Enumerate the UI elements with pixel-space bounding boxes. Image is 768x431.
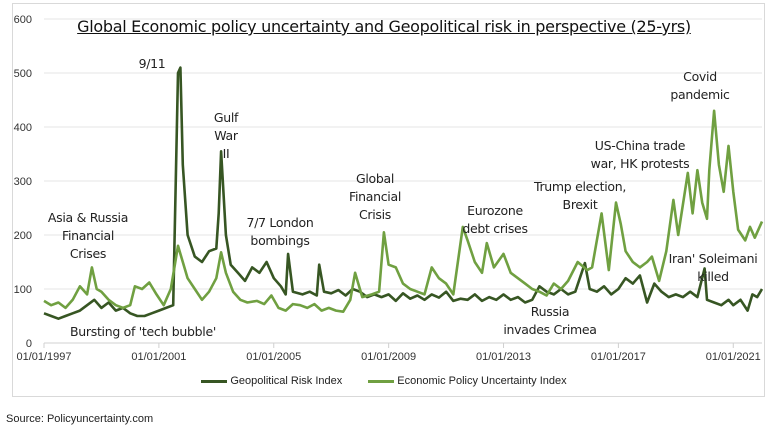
chart-annotation: US-China trade war, HK protests [591, 137, 690, 173]
legend: Geopolitical Risk Index Economic Policy … [0, 375, 768, 387]
chart-annotation: Russia invades Crimea [503, 303, 597, 339]
annotation-line: Financial [61, 228, 115, 243]
legend-item-geopolitical-risk: Geopolitical Risk Index [201, 375, 342, 387]
chart-annotation: Iran' Soleimani killed [669, 250, 758, 286]
chart-annotation: Eurozone debt crises [462, 202, 528, 238]
source-note: Source: Policyuncertainty.com [6, 413, 154, 425]
annotation-line: II [222, 146, 230, 161]
annotation-line: invades Crimea [503, 322, 597, 337]
legend-item-economic-policy-uncertainty: Economic Policy Uncertainty Index [368, 375, 567, 387]
chart-annotation: Global Financial Crisis [349, 170, 401, 224]
x-tick-label: 01/01/2021 [706, 351, 761, 363]
y-tick-label: 300 [14, 176, 32, 188]
chart-annotation: 7/7 London bombings [247, 214, 314, 250]
annotation-line: War [214, 128, 238, 143]
chart-annotation: Gulf War II [213, 109, 239, 163]
annotation-line: 7/7 London [246, 215, 314, 230]
chart-annotation: Trump election, Brexit [534, 178, 626, 214]
annotation-line: Russia [530, 304, 570, 319]
annotation-line: Iran' Soleimani [668, 251, 758, 266]
annotation-line: Financial [348, 189, 402, 204]
y-tick-label: 600 [14, 14, 32, 26]
series-line-1 [43, 109, 764, 313]
annotation-line: Eurozone [467, 203, 523, 218]
legend-label: Geopolitical Risk Index [230, 375, 343, 387]
chart-frame [12, 3, 765, 397]
legend-label: Economic Policy Uncertainty Index [397, 375, 567, 387]
legend-swatch [201, 379, 228, 383]
annotation-line: Global [355, 171, 395, 186]
annotation-line: Gulf [213, 110, 239, 125]
annotation-line: Brexit [562, 197, 598, 212]
series-line-0 [43, 66, 764, 320]
annotation-line: killed [697, 269, 729, 284]
annotation-line: Trump election, [533, 179, 627, 194]
y-tick-label: 200 [14, 230, 32, 242]
annotation-line: 9/11 [138, 56, 166, 71]
annotation-line: bombings [250, 233, 310, 248]
y-tick-label: 100 [14, 284, 32, 296]
chart-annotation: Asia & Russia Financial Crises [47, 209, 129, 263]
legend-swatch [368, 379, 395, 383]
y-tick-label: 500 [14, 68, 32, 80]
annotation-line: debt crises [462, 221, 528, 236]
y-tick-label: 400 [14, 122, 32, 134]
x-tick-label: 01/01/1997 [16, 351, 71, 363]
chart-annotation: Bursting of 'tech bubble' [70, 323, 216, 341]
annotation-line: pandemic [670, 87, 730, 102]
y-tick-label: 0 [26, 338, 32, 350]
x-tick-label: 01/01/2009 [361, 351, 416, 363]
chart-title: Global Economic policy uncertainty and G… [77, 17, 691, 36]
annotation-line: war, HK protests [590, 156, 690, 171]
annotation-line: Bursting of 'tech bubble' [70, 324, 216, 339]
annotation-line: Covid [683, 69, 717, 84]
annotation-line: Crisis [358, 207, 392, 222]
x-tick-label: 01/01/2005 [246, 351, 301, 363]
x-tick-label: 01/01/2001 [131, 351, 186, 363]
chart-annotation: Covid pandemic [670, 68, 730, 104]
annotation-line: US-China trade [594, 138, 686, 153]
annotation-line: Asia & Russia [47, 210, 129, 225]
chart-annotation: 9/11 [139, 55, 166, 73]
x-tick-label: 01/01/2017 [591, 351, 646, 363]
x-tick-label: 01/01/2013 [476, 351, 531, 363]
annotation-line: Crises [69, 246, 107, 261]
